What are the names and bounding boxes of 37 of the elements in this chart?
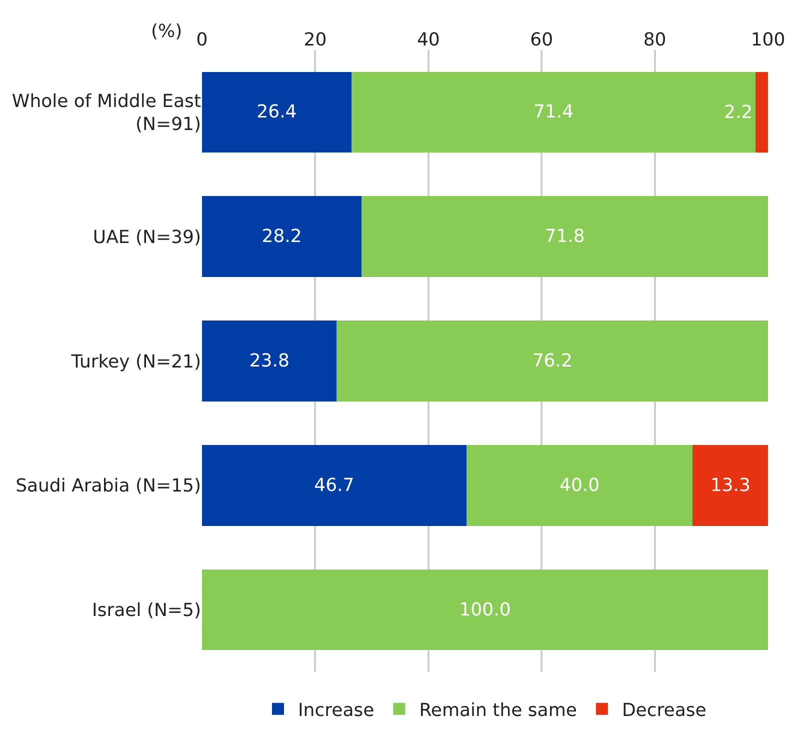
data-label: 13.3 — [710, 474, 750, 496]
data-label: 2.2 — [724, 102, 753, 123]
x-axis-title: (%) — [151, 21, 182, 42]
bar — [362, 196, 768, 278]
y-tick-label: Saudi Arabia (N=15) — [16, 476, 201, 497]
data-label: 71.4 — [533, 102, 574, 123]
x-tick-label: 60 — [530, 29, 554, 50]
data-label: 100.0 — [459, 599, 511, 620]
bar — [756, 72, 768, 153]
x-tick-label: 20 — [304, 29, 327, 50]
x-tick-label: 80 — [643, 29, 666, 50]
data-label: 46.7 — [314, 474, 354, 496]
bar — [202, 72, 352, 153]
legend-label: Remain the same — [419, 700, 577, 721]
bar — [202, 569, 768, 650]
x-tick-label: 0 — [196, 29, 208, 50]
bar — [202, 444, 466, 526]
data-label: 40.0 — [559, 474, 600, 496]
legend-label: Decrease — [622, 700, 706, 721]
y-tick-label: Israel (N=5) — [92, 600, 201, 622]
data-label: 28.2 — [262, 226, 302, 248]
data-label: 26.4 — [256, 102, 297, 123]
y-tick-label: Turkey (N=21) — [70, 351, 201, 372]
data-label: 71.8 — [544, 226, 585, 248]
bar — [466, 444, 693, 526]
bar — [351, 72, 756, 153]
data-label: 76.2 — [532, 350, 572, 372]
y-tick-label: UAE (N=39) — [92, 226, 201, 248]
y-tick-label: Whole of Middle East (N=91) — [12, 90, 201, 136]
data-label: 23.8 — [249, 350, 290, 372]
bar — [692, 444, 768, 526]
x-tick-label: 100 — [750, 29, 786, 50]
bar — [336, 320, 768, 402]
bar — [202, 320, 337, 402]
x-tick-label: 40 — [416, 29, 440, 50]
legend-label: Increase — [298, 700, 374, 721]
bar — [202, 196, 362, 278]
